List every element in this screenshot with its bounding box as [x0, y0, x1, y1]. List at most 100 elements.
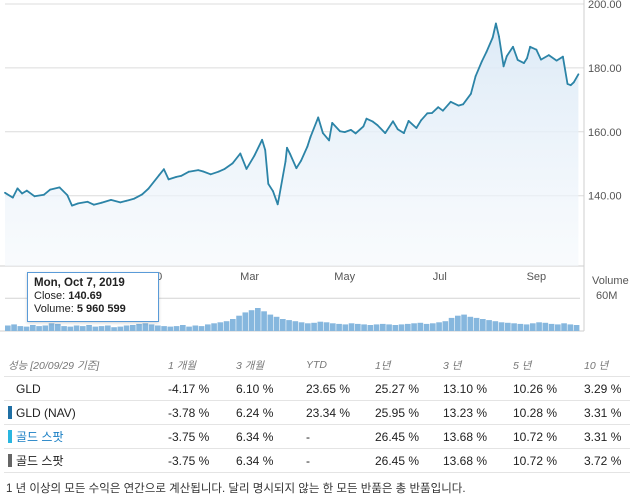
price-line	[4, 22, 580, 207]
price-point	[289, 153, 292, 156]
volume-bar	[61, 326, 67, 331]
volume-bar	[373, 324, 380, 331]
volume-bar	[561, 323, 567, 331]
table-cell: 10.72 %	[509, 424, 580, 449]
price-point	[202, 170, 204, 173]
hover-tooltip: Mon, Oct 7, 2019 Close: 140.69 Volume: 5…	[27, 272, 159, 322]
volume-bar	[111, 327, 117, 331]
table-header-cell: 10 년	[584, 359, 609, 372]
volume-bar	[255, 308, 261, 331]
volume-bar	[205, 324, 211, 331]
table-cell: 6.34 %	[232, 424, 302, 449]
price-point	[343, 131, 346, 134]
tooltip-volume-label: Volume:	[34, 303, 74, 315]
y-tick-label: 160.00	[588, 127, 622, 139]
volume-bar	[442, 321, 449, 331]
table-cell: 3.31 %	[580, 400, 630, 425]
table-cell: 26.45 %	[371, 424, 439, 449]
price-point	[328, 139, 330, 142]
volume-bar	[67, 326, 74, 331]
volume-bar	[236, 315, 242, 331]
volume-bar	[498, 322, 505, 331]
price-point	[495, 22, 497, 25]
price-point	[239, 152, 242, 155]
table-cell: 10.28 %	[509, 400, 580, 425]
price-point	[523, 62, 525, 64]
volume-bar	[330, 323, 336, 331]
table-cell: 10.26 %	[509, 376, 580, 401]
y-tick-label: 180.00	[588, 63, 622, 75]
price-point	[407, 120, 410, 122]
table-cell: -3.75 %	[164, 424, 232, 449]
volume-bar	[461, 314, 467, 331]
price-point	[502, 65, 505, 68]
price-point	[100, 201, 103, 204]
row-label: GLD (NAV)	[16, 405, 76, 420]
x-tick-label: Mar	[240, 271, 259, 283]
volume-bar	[42, 325, 49, 331]
volume-bar	[555, 324, 561, 331]
volume-bar	[142, 323, 149, 331]
price-point	[396, 128, 399, 131]
volume-bar	[392, 325, 399, 331]
y-axis-ticks: 140.00 160.00 180.00 200.00	[588, 0, 622, 203]
tooltip-close-label: Close:	[34, 290, 66, 302]
price-point	[480, 60, 483, 63]
table-cell: 23.65 %	[302, 376, 371, 401]
volume-bar	[167, 326, 174, 331]
price-point	[547, 54, 550, 56]
volume-bar	[436, 322, 442, 331]
price-point	[437, 106, 440, 109]
table-header-cell: 1년	[375, 359, 391, 372]
volume-bar	[48, 323, 55, 331]
tooltip-volume-row: Volume: 5 960 599	[34, 303, 152, 316]
price-point	[392, 120, 394, 123]
price-point	[362, 125, 365, 128]
volume-bar	[430, 323, 436, 331]
row-label: GLD	[16, 381, 41, 396]
volume-bar	[292, 321, 299, 331]
volume-bar	[242, 312, 249, 331]
x-tick-label: May	[334, 271, 355, 283]
volume-bar	[417, 322, 424, 331]
volume-bar	[336, 323, 342, 331]
volume-bar	[305, 323, 311, 331]
row-label[interactable]: 골드 스팟	[16, 430, 64, 444]
price-point	[498, 35, 500, 38]
performance-body: GLD -4.17 % 6.10 % 23.65 % 25.27 % 13.10 % 10.…	[4, 376, 630, 473]
price-point	[540, 58, 542, 61]
table-cell: 25.27 %	[371, 376, 439, 401]
price-point	[376, 124, 379, 126]
price-point	[449, 100, 452, 103]
volume-bar	[261, 311, 267, 331]
table-cell: 26.45 %	[371, 448, 439, 473]
tooltip-date: Mon, Oct 7, 2019	[34, 277, 125, 289]
volume-bar	[23, 326, 30, 331]
volume-bar	[180, 325, 186, 331]
volume-bar	[398, 324, 405, 331]
table-cell: -4.17 %	[164, 376, 232, 401]
volume-axis-tick: 60M	[596, 290, 617, 302]
price-point	[577, 73, 580, 76]
table-cell: 23.34 %	[302, 400, 371, 425]
price-point	[491, 36, 494, 39]
series-swatch	[8, 430, 12, 443]
tooltip-volume-value: 5 960 599	[76, 303, 126, 315]
volume-bar	[567, 324, 574, 331]
volume-bar	[273, 316, 280, 331]
y-tick-label: 140.00	[588, 191, 622, 203]
price-point	[306, 145, 309, 148]
row-label: 골드 스팟	[16, 454, 64, 468]
volume-bar	[548, 323, 555, 331]
volume-bar	[155, 325, 161, 331]
volume-bar	[573, 325, 580, 331]
price-point	[300, 159, 302, 162]
volume-bar	[86, 325, 92, 331]
price-point	[470, 92, 472, 95]
volume-bar	[30, 325, 36, 331]
price-point	[403, 132, 405, 135]
series-swatch	[8, 454, 12, 467]
price-point	[339, 130, 341, 133]
price-point	[474, 75, 477, 78]
